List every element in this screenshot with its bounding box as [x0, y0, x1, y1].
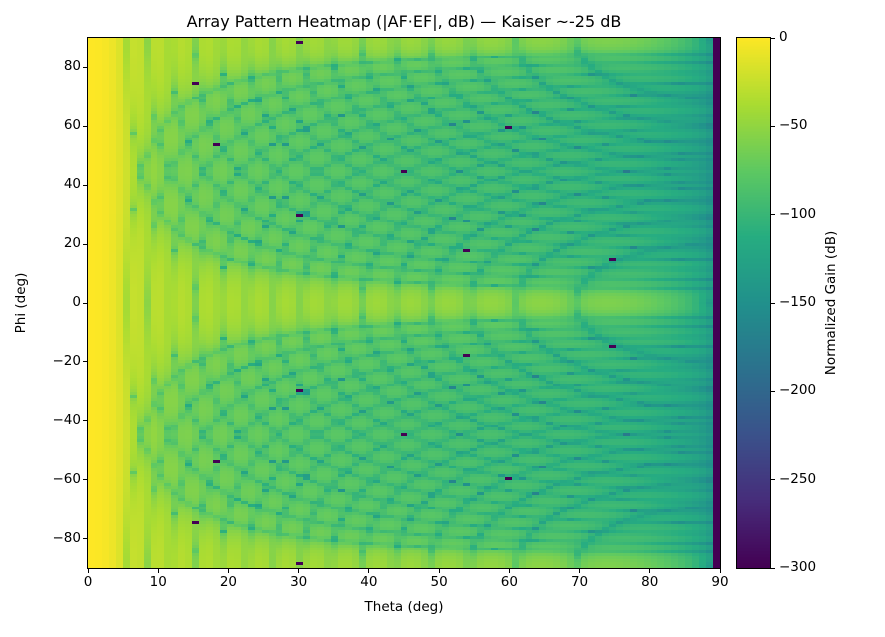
- x-tick-label: 70: [570, 574, 589, 590]
- colorbar-tick-mark: [771, 390, 775, 392]
- y-tick-mark: [83, 538, 87, 540]
- colorbar-tick-label: −200: [779, 382, 817, 399]
- x-tick-mark: [87, 569, 89, 573]
- y-tick-label: 40: [63, 176, 81, 193]
- x-tick-mark: [368, 569, 370, 573]
- colorbar-tick-mark: [771, 214, 775, 216]
- y-tick-label: 20: [63, 235, 81, 252]
- x-tick-mark: [719, 569, 721, 573]
- y-tick-label: −60: [52, 470, 82, 487]
- x-tick-label: 10: [149, 574, 167, 590]
- y-tick-mark: [83, 125, 87, 127]
- x-tick-mark: [508, 569, 510, 573]
- heatmap-canvas: [88, 38, 720, 568]
- x-tick-mark: [649, 569, 651, 573]
- colorbar-label: Normalized Gain (dB): [823, 230, 839, 376]
- colorbar-tick-mark: [771, 125, 775, 127]
- y-tick-label: 0: [72, 294, 81, 310]
- colorbar-tick-label: −150: [779, 294, 817, 310]
- colorbar-tick-label: −300: [779, 559, 817, 575]
- y-tick-label: 60: [63, 117, 81, 134]
- y-tick-label: −80: [52, 529, 82, 546]
- y-tick-mark: [83, 420, 87, 422]
- y-tick-label: −40: [52, 411, 82, 428]
- chart-title: Array Pattern Heatmap (|AF·EF|, dB) — Ka…: [186, 12, 622, 31]
- colorbar-tick-mark: [771, 567, 775, 569]
- y-axis-label: Phi (deg): [13, 272, 29, 334]
- x-tick-label: 80: [641, 574, 659, 590]
- x-tick-label: 90: [711, 574, 729, 590]
- x-axis-label: Theta (deg): [364, 599, 444, 615]
- colorbar-tick-label: −250: [779, 470, 817, 487]
- x-tick-mark: [157, 569, 159, 573]
- colorbar-tick-mark: [771, 302, 775, 304]
- x-tick-label: 20: [219, 574, 238, 590]
- y-tick-label: 80: [63, 58, 81, 75]
- y-tick-label: −20: [52, 352, 82, 369]
- x-tick-label: 0: [83, 574, 93, 590]
- colorbar-tick-label: −50: [779, 117, 808, 134]
- colorbar-tick-mark: [771, 479, 775, 481]
- x-tick-mark: [579, 569, 581, 573]
- y-tick-mark: [83, 361, 87, 363]
- x-tick-label: 40: [360, 574, 378, 590]
- y-tick-mark: [83, 302, 87, 304]
- y-tick-mark: [83, 184, 87, 186]
- x-tick-mark: [438, 569, 440, 573]
- x-tick-mark: [227, 569, 229, 573]
- y-tick-mark: [83, 66, 87, 68]
- colorbar-tick-mark: [771, 37, 775, 39]
- colorbar-canvas: [737, 38, 770, 568]
- y-tick-mark: [83, 479, 87, 481]
- x-tick-mark: [298, 569, 300, 573]
- colorbar-tick-label: −100: [779, 205, 817, 222]
- x-tick-label: 60: [500, 574, 518, 590]
- x-tick-label: 50: [430, 574, 448, 590]
- y-tick-mark: [83, 243, 87, 245]
- x-tick-label: 30: [290, 574, 308, 590]
- colorbar-tick-label: 0: [779, 29, 788, 45]
